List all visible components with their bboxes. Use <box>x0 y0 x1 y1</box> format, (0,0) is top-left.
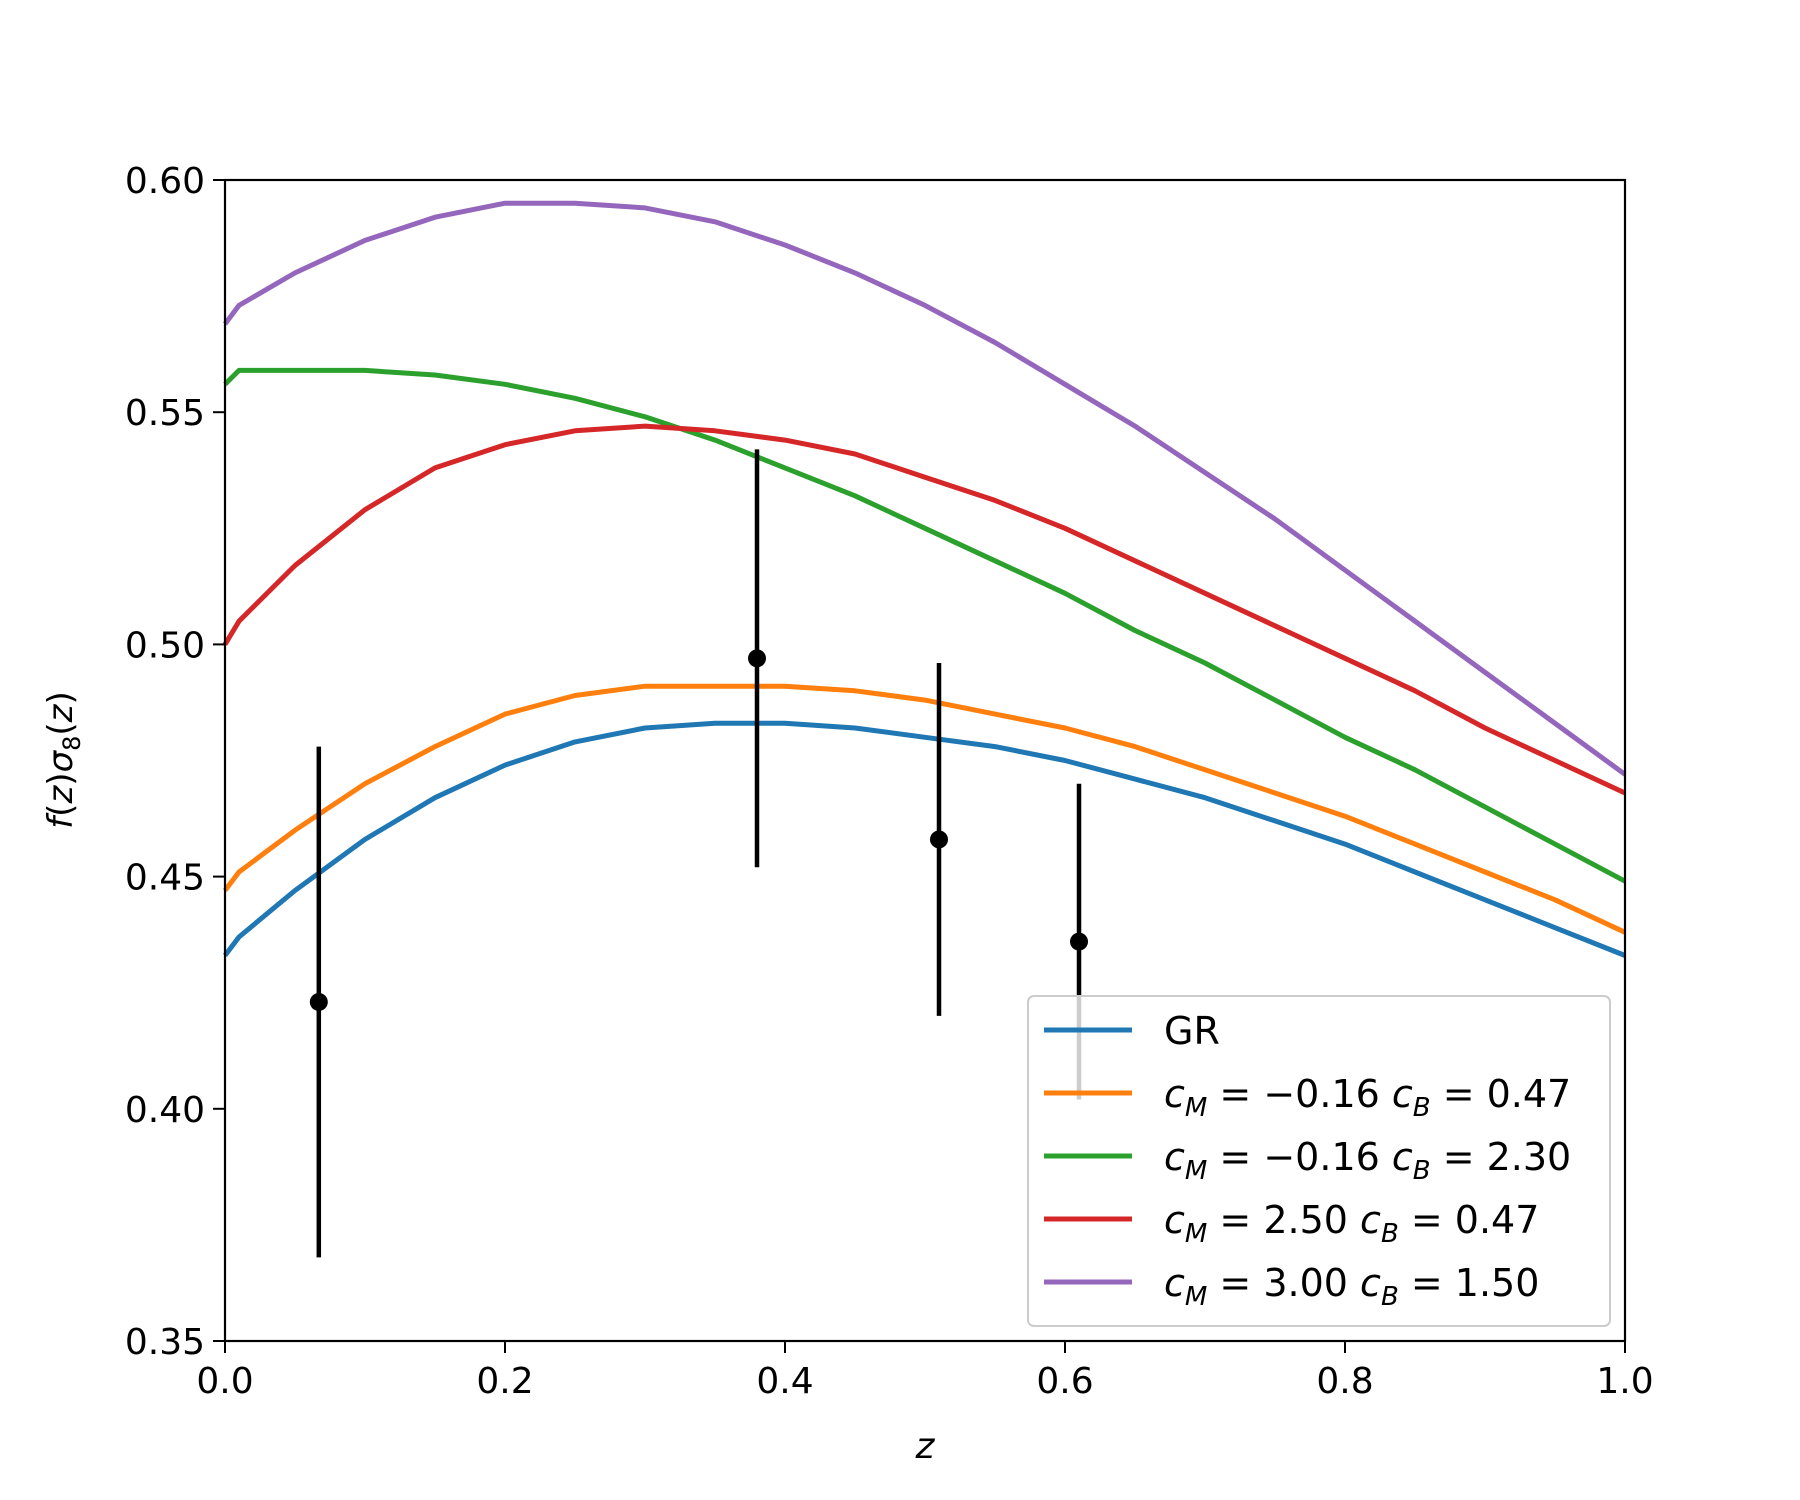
x-axis-ticks: 0.0 0.2 0.4 0.6 0.8 1.0 <box>196 1341 1654 1402</box>
legend-box <box>1027 995 1611 1327</box>
legend-label-1: cM = −0.16 cB = 0.47 <box>1164 1072 1571 1123</box>
legend-label-0: GR <box>1164 1009 1220 1053</box>
data-point-0 <box>309 992 328 1011</box>
series-line-3 <box>222 423 1627 796</box>
legend-label-4: cM = 3.00 cB = 1.50 <box>1164 1261 1539 1312</box>
legend: GR cM = −0.16 cB = 0.47 cM = −0.16 cB = 2.… <box>1027 995 1611 1327</box>
series-line-2 <box>223 367 1627 884</box>
y-axis-label: f(z)σ8(z) <box>41 691 86 829</box>
x-tick-label: 0.0 <box>196 1361 253 1402</box>
series-line-4 <box>223 200 1627 777</box>
y-tick-label: 0.45 <box>125 858 205 899</box>
series-line-1 <box>223 683 1627 935</box>
series-line-0 <box>223 720 1626 958</box>
series-layer <box>222 200 1627 958</box>
x-axis-label: z <box>915 1426 936 1467</box>
x-tick-label: 0.6 <box>1036 1361 1093 1402</box>
y-tick-label: 0.50 <box>125 625 205 666</box>
data-point-3 <box>1070 932 1088 951</box>
y-tick-label: 0.35 <box>125 1322 205 1363</box>
x-tick-label: 0.8 <box>1316 1361 1373 1402</box>
x-tick-label: 0.4 <box>756 1361 813 1402</box>
y-tick-label: 0.55 <box>125 393 205 434</box>
plot-frame <box>223 178 1627 1343</box>
y-tick-label: 0.60 <box>125 161 205 202</box>
y-axis-ticks: 0.35 0.40 0.45 0.50 0.55 0.60 <box>125 161 225 1363</box>
x-tick-label: 1.0 <box>1596 1361 1653 1402</box>
x-tick-label: 0.2 <box>476 1361 533 1402</box>
legend-label-3: cM = 2.50 cB = 0.47 <box>1164 1198 1539 1249</box>
y-tick-label: 0.40 <box>125 1090 205 1131</box>
data-point-1 <box>748 649 766 668</box>
legend-label-2: cM = −0.16 cB = 2.30 <box>1164 1135 1571 1186</box>
data-point-2 <box>930 830 948 849</box>
data-points-layer <box>309 449 1088 1258</box>
